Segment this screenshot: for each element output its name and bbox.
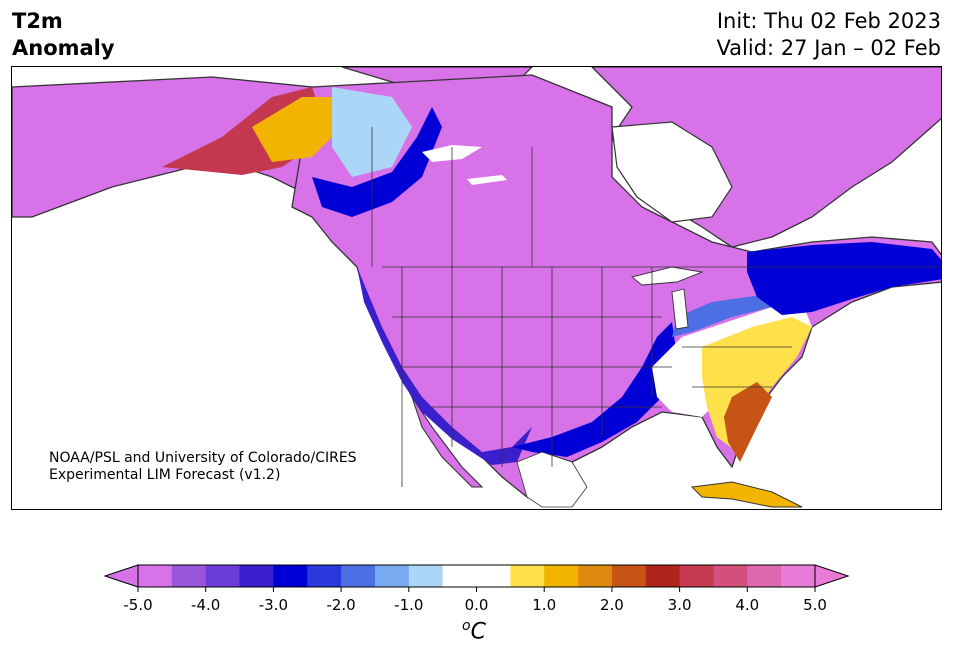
warm-anomaly-alaska-core [252, 97, 342, 162]
attribution-line-1: NOAA/PSL and University of Colorado/CIRE… [49, 450, 357, 466]
colorbar-tick-label: -2.0 [326, 596, 355, 614]
colorbar-segment [442, 565, 477, 587]
attribution-line-2: Experimental LIM Forecast (v1.2) [49, 467, 281, 483]
colorbar-segment [713, 565, 748, 587]
anomaly-map [11, 66, 942, 510]
attribution: NOAA/PSL and University of Colorado/CIRE… [49, 450, 357, 484]
lake-michigan [671, 288, 689, 330]
colorbar-segment [578, 565, 613, 587]
cold-anomaly-gulf [512, 322, 677, 457]
colorbar-segment [544, 565, 579, 587]
colorbar-tick-label: 0.0 [465, 596, 489, 614]
cold-anomaly-northeast [747, 242, 941, 315]
colorbar-tick-label: -5.0 [123, 596, 152, 614]
colorbar-over-extension [814, 564, 850, 588]
baja-california [411, 396, 484, 488]
colorbar-segment [307, 565, 342, 587]
colorbar-segment [374, 565, 410, 587]
colorbar-tick-label: -4.0 [191, 596, 220, 614]
unit-superscript: o [462, 618, 471, 634]
title-line-2: Anomaly [12, 36, 115, 60]
colorbar-unit: oC [462, 618, 486, 644]
colorbar-segment [645, 565, 681, 587]
colorbar-tick-label: -1.0 [394, 596, 423, 614]
hudson-bay [611, 121, 733, 223]
map-svg [12, 67, 941, 508]
colorbar-segment [171, 565, 207, 587]
colorbar-under-extension [103, 564, 139, 588]
colorbar-segment [781, 565, 816, 587]
init-date: Init: Thu 02 Feb 2023 [716, 9, 941, 33]
map-title: T2m Anomaly [12, 8, 115, 62]
colorbar-tick-label: 1.0 [532, 596, 556, 614]
forecast-dates: Init: Thu 02 Feb 2023 Valid: 27 Jan – 02… [716, 8, 941, 62]
warm-anomaly-florida [724, 382, 772, 462]
colorbar-segment [611, 565, 647, 587]
cold-anomaly-west-coast [357, 267, 532, 465]
lake-superior [631, 266, 704, 286]
great-slave-lake [467, 175, 507, 185]
colorbar-tick-label: 5.0 [803, 596, 827, 614]
unit-base: C [470, 619, 486, 645]
colorbar-segment [341, 565, 376, 587]
colorbar-segment [273, 565, 308, 587]
colorbar-tick-label: 3.0 [668, 596, 692, 614]
political-borders [371, 127, 941, 487]
colorbar-tick-label: 4.0 [735, 596, 759, 614]
colorbar-segment [205, 565, 241, 587]
title-line-1: T2m [12, 9, 63, 33]
colorbar-segment [747, 565, 782, 587]
colorbar-boxes [103, 564, 850, 588]
colorbar-tick-label: -3.0 [259, 596, 288, 614]
colorbar-segment [408, 565, 444, 587]
colorbar-segment [679, 565, 714, 587]
colorbar-segment [510, 565, 545, 587]
colorbar-segment [138, 565, 173, 587]
colorbar-segment [239, 565, 274, 587]
neutral-anomaly-texas-coast [516, 451, 588, 508]
colorbar-segment [476, 565, 511, 587]
colorbar-tick-label: 2.0 [600, 596, 624, 614]
colorbar-ticks: -5.0 -4.0 -3.0 -2.0 -1.0 0.0 1.0 2.0 3.0 4.0 5.0 [123, 587, 827, 614]
valid-date: Valid: 27 Jan – 02 Feb [716, 36, 941, 60]
cuba [690, 481, 803, 508]
cold-anomaly-coast-band [312, 107, 442, 217]
